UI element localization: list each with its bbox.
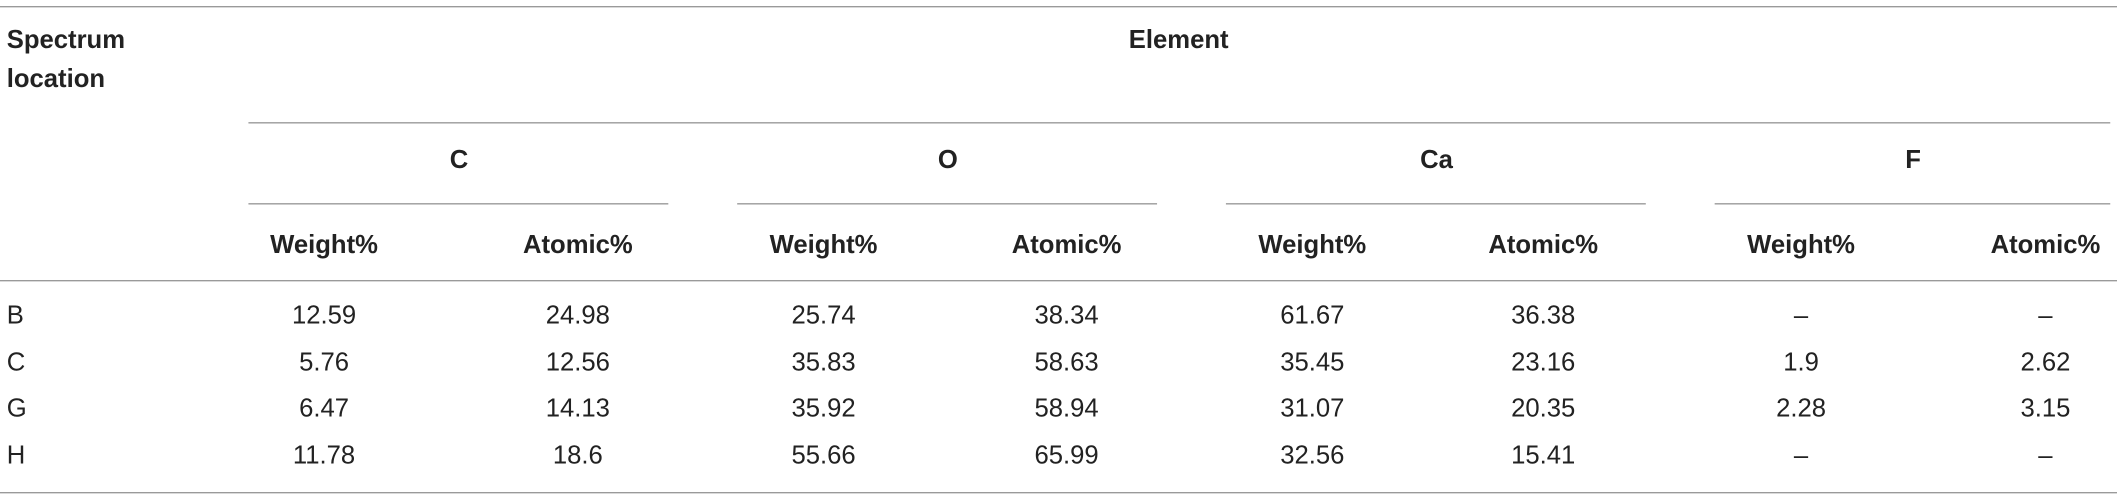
cell: 35.92	[791, 394, 855, 422]
cell: 2.28	[1776, 394, 1826, 422]
cell: 12.59	[292, 301, 356, 329]
cell: –	[2038, 442, 2053, 470]
cell: 25.74	[791, 301, 855, 329]
cell: 38.34	[1035, 301, 1099, 329]
cell: 31.07	[1280, 394, 1344, 422]
cell: 18.6	[553, 442, 603, 470]
cell: 35.45	[1280, 349, 1344, 377]
cell: 58.63	[1035, 349, 1099, 377]
cell: 23.16	[1511, 349, 1575, 377]
cell: 15.41	[1511, 442, 1575, 470]
row-label-header: Spectrum location	[7, 26, 125, 93]
cell: 32.56	[1280, 442, 1344, 470]
column-header: Weight%	[1747, 231, 1855, 259]
row-label: C	[7, 349, 26, 377]
row-label: B	[7, 301, 24, 329]
cell: 12.56	[546, 349, 610, 377]
group-header: F	[1905, 146, 1921, 174]
cell: –	[1794, 301, 1809, 329]
cell: 58.94	[1035, 394, 1099, 422]
column-header: Atomic%	[523, 231, 633, 259]
column-header: Weight%	[1258, 231, 1366, 259]
cell: 2.62	[2020, 349, 2070, 377]
cell: 14.13	[546, 394, 610, 422]
cell: 3.15	[2020, 394, 2070, 422]
cell: 61.67	[1280, 301, 1344, 329]
cell: –	[1794, 442, 1809, 470]
row-label: H	[7, 442, 26, 470]
group-title: Element	[1129, 26, 1229, 54]
cell: –	[2038, 301, 2053, 329]
cell: 5.76	[299, 349, 349, 377]
cell: 65.99	[1035, 442, 1099, 470]
column-header: Weight%	[270, 231, 378, 259]
cell: 1.9	[1783, 349, 1819, 377]
cell: 55.66	[791, 442, 855, 470]
row-label: G	[7, 394, 27, 422]
group-header: O	[938, 146, 958, 174]
column-header: Atomic%	[1012, 231, 1122, 259]
group-header: Ca	[1420, 146, 1454, 174]
column-header: Atomic%	[1991, 231, 2101, 259]
cell: 6.47	[299, 394, 349, 422]
column-header: Atomic%	[1488, 231, 1598, 259]
cell: 11.78	[293, 442, 355, 470]
cell: 20.35	[1511, 394, 1575, 422]
group-header: C	[450, 146, 469, 174]
cell: 24.98	[546, 301, 610, 329]
column-header: Weight%	[770, 231, 878, 259]
cell: 35.83	[791, 349, 855, 377]
cell: 36.38	[1511, 301, 1575, 329]
